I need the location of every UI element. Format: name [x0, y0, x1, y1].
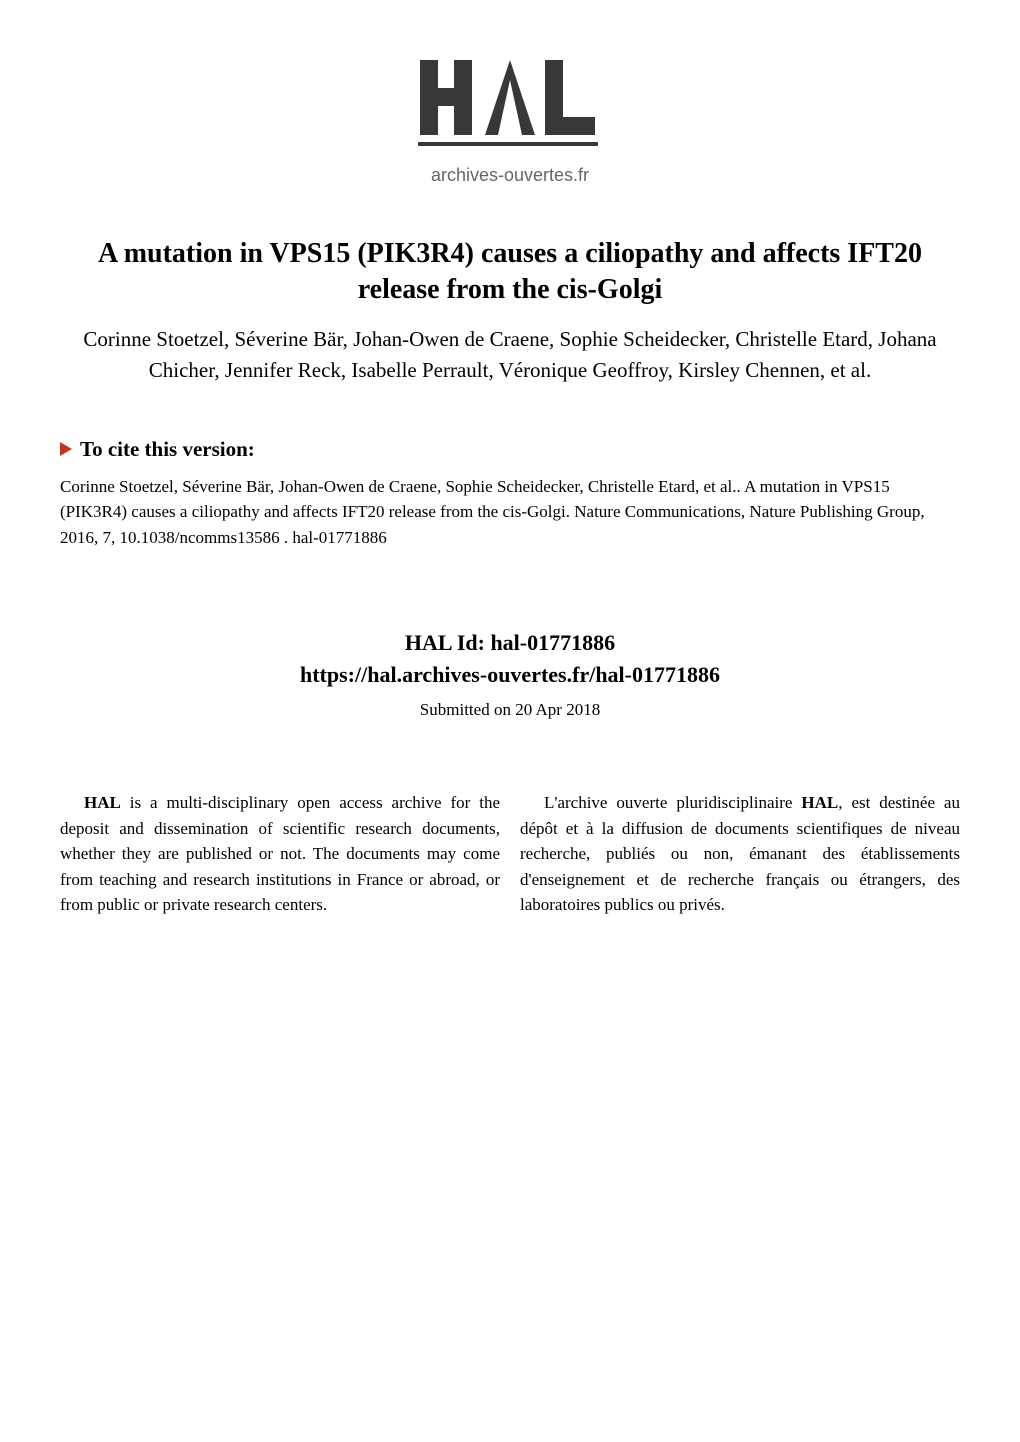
submitted-date: Submitted on 20 Apr 2018 — [60, 700, 960, 720]
hal-logo-container: archives-ouvertes.fr — [60, 50, 960, 186]
paper-title: A mutation in VPS15 (PIK3R4) causes a ci… — [70, 236, 950, 309]
description-left-column: HAL is a multi-disciplinary open access … — [60, 790, 500, 918]
hal-id: HAL Id: hal-01771886 — [60, 630, 960, 656]
cite-section-header: To cite this version: — [60, 437, 960, 462]
hal-url[interactable]: https://hal.archives-ouvertes.fr/hal-017… — [60, 662, 960, 688]
hal-logo-icon — [410, 50, 610, 155]
hal-bold-right: HAL — [801, 793, 838, 812]
description-right-prefix: L'archive ouverte pluridisciplinaire — [544, 793, 801, 812]
cite-header-text: To cite this version: — [80, 437, 255, 462]
paper-authors: Corinne Stoetzel, Séverine Bär, Johan-Ow… — [70, 324, 950, 387]
hal-id-block: HAL Id: hal-01771886 https://hal.archive… — [60, 630, 960, 688]
hal-bold-left: HAL — [84, 793, 121, 812]
description-left-text: is a multi-disciplinary open access arch… — [60, 793, 500, 914]
citation-text: Corinne Stoetzel, Séverine Bär, Johan-Ow… — [60, 474, 960, 551]
description-right-column: L'archive ouverte pluridisciplinaire HAL… — [520, 790, 960, 918]
triangle-right-icon — [60, 442, 72, 456]
logo-subtitle: archives-ouvertes.fr — [60, 165, 960, 186]
description-columns: HAL is a multi-disciplinary open access … — [60, 790, 960, 918]
